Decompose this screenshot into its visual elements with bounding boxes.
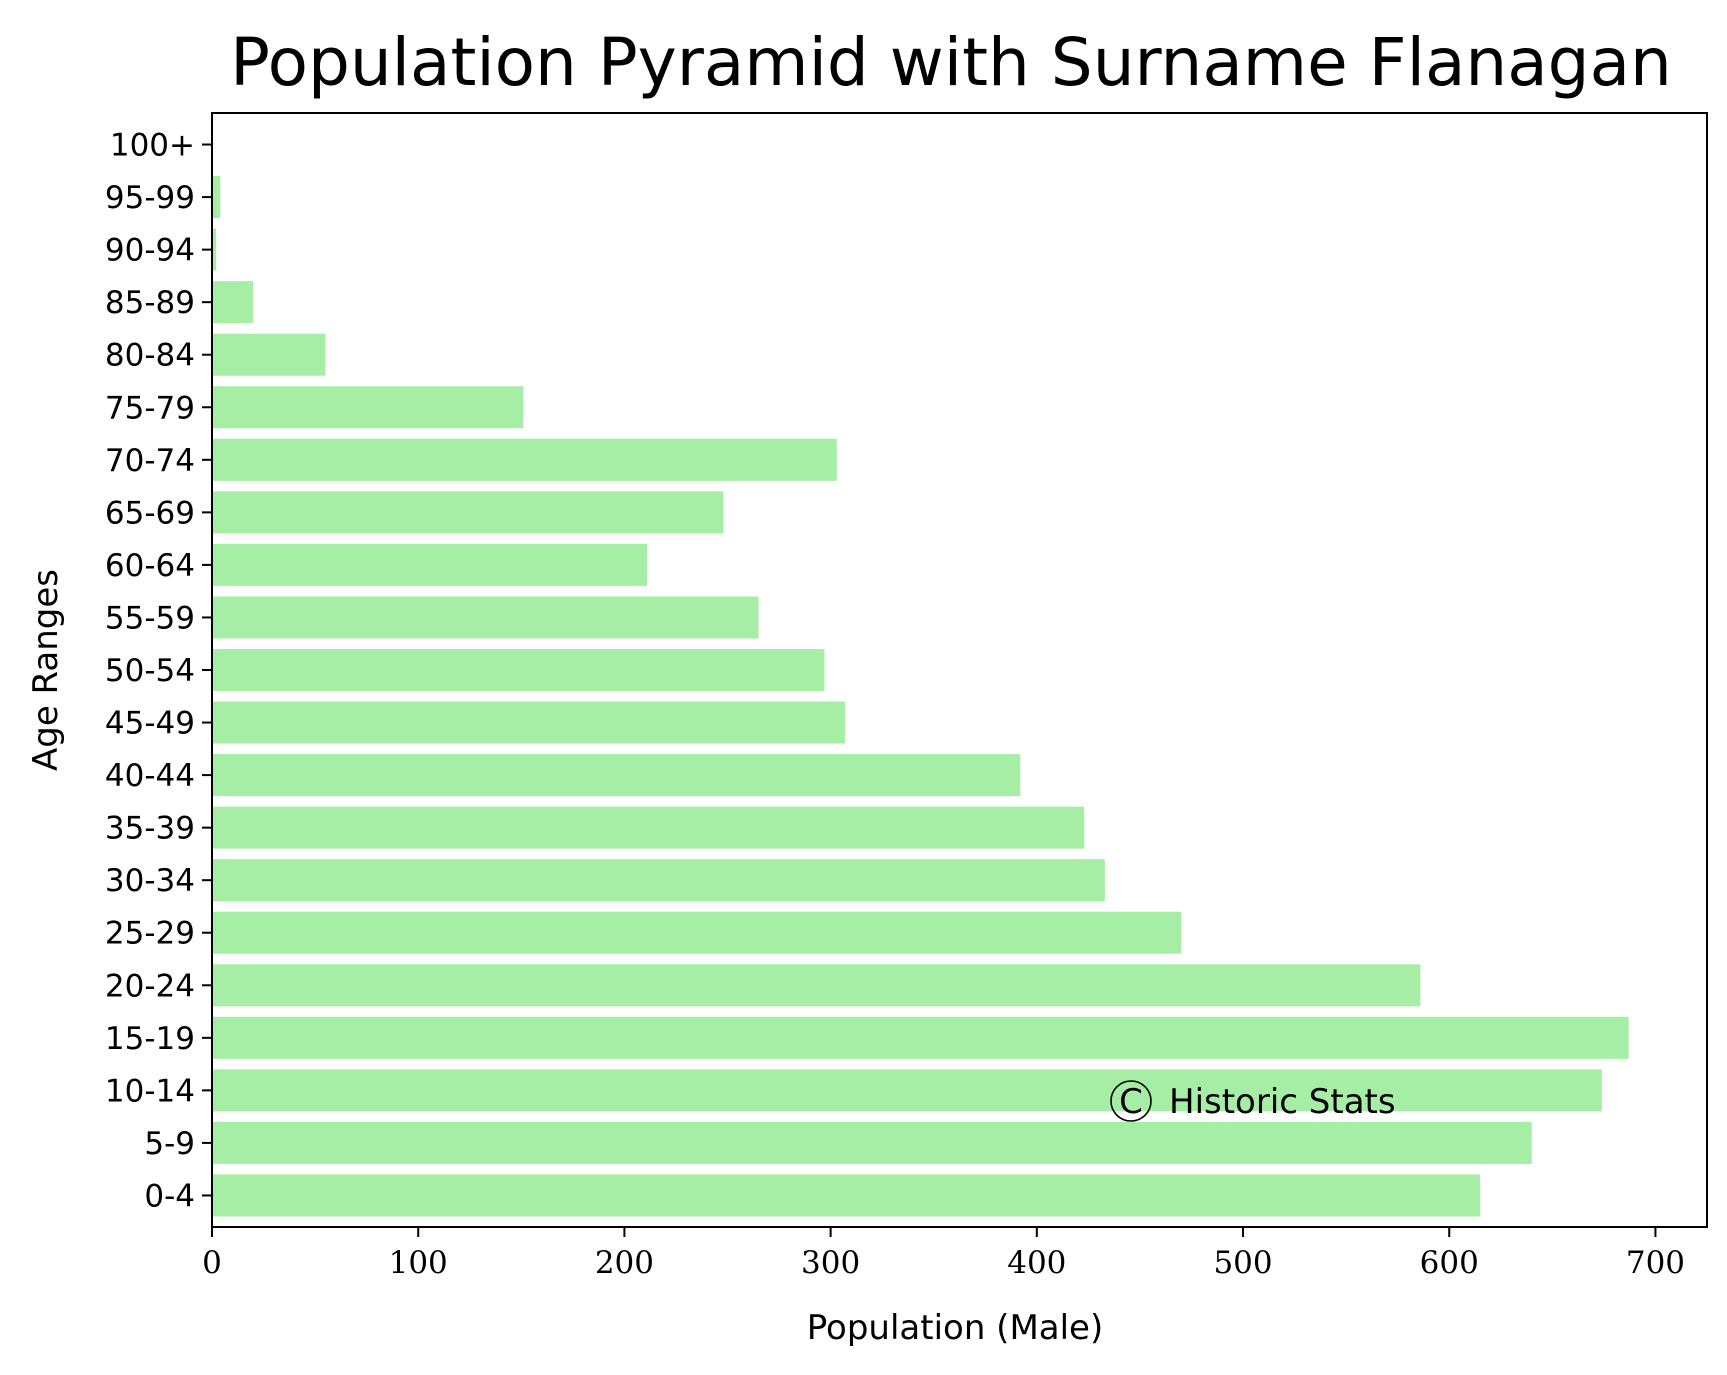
y-axis-label: Age Ranges: [26, 569, 66, 771]
bar-50-54: [212, 648, 825, 692]
chart-title: Population Pyramid with Surname Flanagan: [230, 24, 1672, 101]
bar-80-84: [212, 333, 326, 376]
bar-0-4: [212, 1174, 1481, 1217]
x-tick-label: 300: [801, 1245, 860, 1281]
x-tick-label: 400: [1007, 1245, 1066, 1281]
y-tick-label: 0-4: [144, 1178, 195, 1214]
y-tick-label: 30-34: [105, 863, 195, 899]
bar-10-14: [212, 1069, 1602, 1112]
y-tick-label: 45-49: [105, 706, 195, 742]
y-tick-label: 25-29: [105, 916, 195, 952]
bar-55-59: [212, 596, 759, 639]
bar-45-49: [212, 701, 846, 744]
x-tick-label: 200: [595, 1245, 654, 1281]
y-tick-label: 10-14: [105, 1073, 195, 1109]
y-tick-label: 20-24: [105, 968, 195, 1004]
x-tick-label: 600: [1420, 1245, 1479, 1281]
bar-25-29: [212, 911, 1182, 954]
bar-20-24: [212, 964, 1421, 1007]
x-tick-label: 100: [389, 1245, 448, 1281]
plot-frame: [211, 112, 1708, 1228]
y-tick-label: 85-89: [105, 285, 195, 321]
y-tick-label: 65-69: [105, 495, 195, 531]
x-tick-label: 700: [1626, 1245, 1685, 1281]
bar-90-94: [212, 228, 217, 271]
x-axis-label: Population (Male): [807, 1308, 1104, 1348]
y-tick-label: 60-64: [105, 548, 195, 584]
x-ticks-group: 0 100 200 300 400 500 600 700: [202, 1227, 1685, 1281]
x-tick-label: 500: [1213, 1245, 1272, 1281]
watermark: C Historic Stats: [1110, 1080, 1396, 1122]
bars-group: [212, 176, 1629, 1217]
y-tick-label: 35-39: [105, 811, 195, 847]
watermark-text: Historic Stats: [1169, 1082, 1396, 1122]
y-tick-label: 100+: [110, 128, 195, 164]
bar-95-99: [212, 176, 221, 219]
bar-70-74: [212, 438, 837, 481]
x-tick-label: 0: [202, 1245, 222, 1281]
y-tick-label: 75-79: [105, 390, 195, 426]
bar-35-39: [212, 806, 1085, 849]
copyright-symbol: C: [1119, 1082, 1143, 1122]
y-tick-label: 95-99: [105, 180, 195, 216]
bar-5-9: [212, 1121, 1532, 1164]
y-ticks-group: 0-4 5-9 10-14 15-19 20-24 25-29 30-34 35-39 40-4…: [105, 128, 212, 1214]
bar-30-34: [212, 859, 1105, 902]
bar-40-44: [212, 754, 1021, 797]
bar-15-19: [212, 1016, 1629, 1059]
bar-75-79: [212, 386, 524, 429]
y-tick-label: 5-9: [144, 1126, 195, 1162]
bar-60-64: [212, 543, 648, 586]
y-tick-label: 50-54: [105, 653, 195, 689]
bar-65-69: [212, 491, 724, 534]
y-tick-label: 80-84: [105, 338, 195, 374]
y-tick-label: 55-59: [105, 600, 195, 636]
y-tick-label: 15-19: [105, 1021, 195, 1057]
bar-85-89: [212, 281, 254, 324]
y-tick-label: 70-74: [105, 443, 195, 479]
y-tick-label: 90-94: [105, 233, 195, 269]
y-tick-label: 40-44: [105, 758, 195, 794]
copyright-icon: [1110, 1080, 1152, 1122]
